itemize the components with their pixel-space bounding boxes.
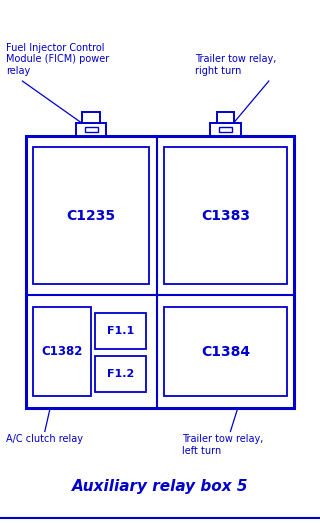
Text: Trailer tow relay,
right turn: Trailer tow relay, right turn — [195, 54, 276, 76]
Text: Fuel Injector Control
Module (FICM) power
relay: Fuel Injector Control Module (FICM) powe… — [6, 43, 110, 76]
Text: Trailer tow relay,
left turn: Trailer tow relay, left turn — [182, 434, 264, 456]
Text: C1235: C1235 — [67, 209, 116, 222]
Text: C1383: C1383 — [201, 209, 250, 222]
Bar — [219, 127, 232, 132]
Text: F1.2: F1.2 — [107, 369, 134, 379]
Bar — [211, 123, 241, 136]
Bar — [33, 147, 149, 283]
Bar — [164, 147, 287, 283]
Text: C1384: C1384 — [201, 345, 250, 358]
Text: A/C clutch relay: A/C clutch relay — [6, 434, 84, 444]
Bar — [85, 127, 98, 132]
Bar — [26, 136, 294, 408]
Bar — [76, 123, 106, 136]
Bar — [82, 112, 100, 123]
Bar — [217, 112, 235, 123]
Text: C1382: C1382 — [41, 345, 83, 358]
Bar — [33, 306, 91, 396]
Bar — [95, 313, 146, 349]
Text: Auxiliary relay box 5: Auxiliary relay box 5 — [72, 479, 248, 494]
Bar — [164, 306, 287, 396]
Text: F1.1: F1.1 — [107, 326, 134, 336]
Bar — [95, 356, 146, 392]
